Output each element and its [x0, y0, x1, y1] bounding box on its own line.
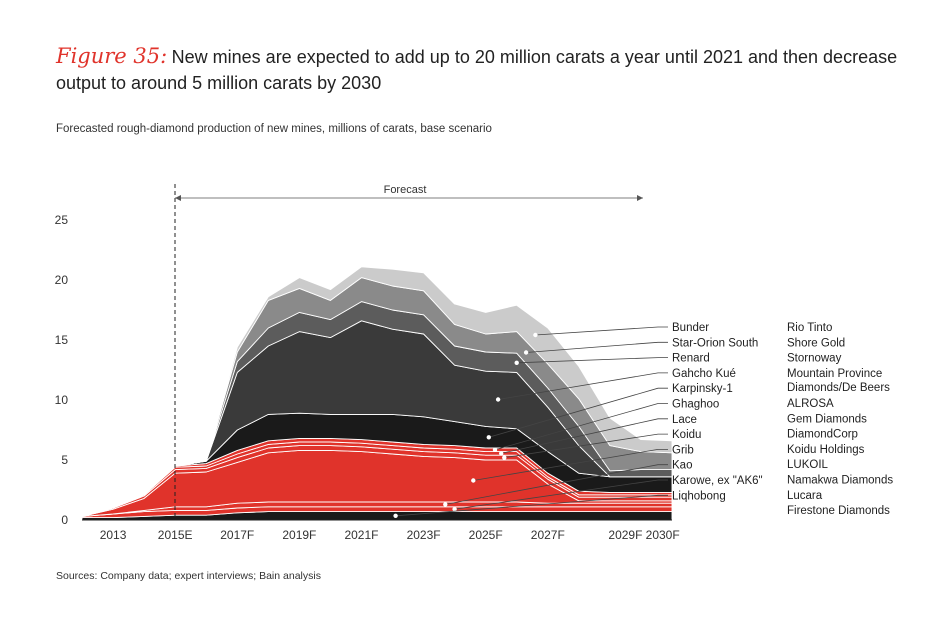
legend-mine-koidu: Koidu [672, 429, 701, 441]
legend-owner-bunder: Rio Tinto [787, 322, 832, 334]
source-note: Sources: Company data; expert interviews… [56, 570, 321, 582]
figure-title: New mines are expected to add up to 20 m… [56, 47, 898, 93]
legend-mine-liqhobong: Liqhobong [672, 490, 726, 502]
stacked-area-chart: Forecast 0 5 10 15 20 25 2013 2015E 2017F 2019F 20… [55, 184, 893, 542]
leader-dot-renard [514, 360, 519, 365]
leader-lace [501, 418, 668, 454]
leader-gahcho-ku [498, 372, 668, 400]
leader-bunder [535, 326, 668, 336]
x-tick-label: 2025F [469, 528, 503, 542]
legend-mine-lace: Lace [672, 414, 697, 426]
legend: Bunder Star-Orion South Renard Gahcho Kué Ka… [393, 322, 893, 518]
legend-mine-karowe-ex-ak6: Karowe, ex "AK6" [672, 475, 763, 487]
leader-liqhobong [395, 494, 668, 517]
x-tick-label: 2015E [158, 528, 193, 542]
legend-mine-karpinsky-1: Karpinsky-1 [672, 383, 733, 395]
legend-owner-grib: LUKOIL [787, 459, 829, 471]
forecast-marker: Forecast [174, 184, 643, 520]
leader-dot-liqhobong [393, 513, 398, 518]
y-tick-label: 25 [55, 213, 69, 227]
y-tick-label: 5 [61, 453, 68, 467]
forecast-arrow-right [637, 195, 643, 201]
area-bunder [81, 266, 673, 517]
axes: 0 5 10 15 20 25 2013 2015E 2017F 2019F 2021F 2023F 2… [55, 213, 680, 542]
leader-dot-bunder [533, 332, 538, 338]
y-tick-label: 20 [55, 273, 69, 287]
x-tick-label: 2029F [608, 528, 642, 542]
leader-karowe-ex-ak6 [454, 479, 668, 510]
legend-owner-karpinsky-1: ALROSA [787, 398, 834, 410]
area-layer [81, 266, 673, 521]
legend-owner-gahcho-ku: Mountain Province Diamonds/De Beers [787, 368, 890, 394]
legend-owner-ghaghoo: Gem Diamonds [787, 413, 867, 425]
leader-renard [516, 357, 668, 364]
y-tick-label: 15 [55, 333, 69, 347]
legend-owner-lace: DiamondCorp [787, 429, 858, 441]
legend-owner-renard: Stornoway [787, 353, 842, 365]
forecast-label: Forecast [384, 184, 427, 196]
forecast-arrow-left [175, 195, 181, 201]
leader-dot-gahcho-ku [495, 397, 501, 402]
legend-owner-karowe-ex-ak6: Lucara [787, 490, 823, 502]
leader-dot-karowe-ex-ak6 [452, 507, 457, 512]
x-tick-label: 2013 [100, 528, 127, 542]
legend-mine-gahcho-ku: Gahcho Kué [672, 368, 736, 380]
x-tick-label: 2030F [646, 528, 680, 542]
legend-owner-kao: Namakwa Diamonds [787, 474, 893, 486]
leader-dot-ghaghoo [492, 447, 498, 452]
figure-label: Figure 35: [56, 44, 168, 68]
legend-mine-kao: Kao [672, 460, 692, 472]
leader-dot-star-orion-south [523, 350, 529, 355]
x-tick-label: 2017F [220, 528, 254, 542]
legend-mine-renard: Renard [672, 353, 710, 365]
chart-subtitle: Forecasted rough-diamond production of n… [56, 123, 492, 135]
legend-owner-liqhobong: Firestone Diamonds [787, 505, 890, 517]
leader-dot-lace [499, 451, 504, 456]
x-tick-label: 2027F [531, 528, 565, 542]
leader-dot-karpinsky-1 [486, 435, 491, 440]
leader-dot-grib [471, 478, 476, 483]
x-tick-label: 2021F [344, 528, 378, 542]
leader-ghaghoo [494, 403, 668, 451]
leader-dot-koidu [502, 455, 507, 460]
legend-owner-star-orion-south: Shore Gold [787, 337, 845, 349]
x-tick-label: 2019F [282, 528, 316, 542]
legend-mine-grib: Grib [672, 444, 694, 456]
leader-grib [473, 448, 668, 481]
leader-koidu [504, 433, 668, 458]
legend-mine-bunder: Bunder [672, 322, 709, 334]
y-tick-label: 10 [55, 393, 69, 407]
legend-owner-koidu: Koidu Holdings [787, 444, 865, 456]
y-tick-label: 0 [61, 513, 68, 527]
legend-mine-star-orion-south: Star-Orion South [672, 337, 758, 349]
title-block: Figure 35: New mines are expected to add… [56, 44, 926, 96]
leader-karpinsky-1 [488, 387, 668, 438]
leader-star-orion-south [526, 341, 668, 353]
leader-kao [445, 464, 668, 505]
leader-dot-kao [443, 502, 448, 507]
x-tick-label: 2023F [407, 528, 441, 542]
legend-mine-ghaghoo: Ghaghoo [672, 399, 719, 411]
